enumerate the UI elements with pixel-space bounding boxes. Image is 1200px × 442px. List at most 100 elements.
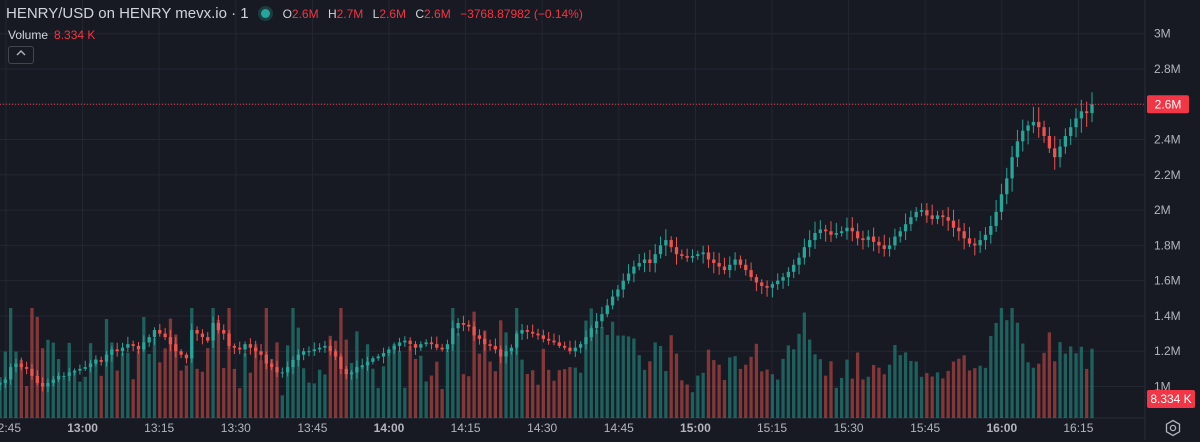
volume-bar (392, 344, 396, 418)
candle-body (456, 322, 460, 329)
volume-bar (248, 372, 253, 418)
candle-body (594, 321, 599, 329)
volume-bar (925, 373, 929, 418)
candle-body (1047, 136, 1052, 149)
time-tick-label: 15:00 (680, 421, 711, 435)
candle-body (35, 375, 39, 383)
price-tick-label: 1.6M (1154, 274, 1181, 288)
volume-bar (658, 345, 663, 418)
volume-bar (472, 311, 476, 418)
volume-bar (0, 377, 2, 418)
candle-body (696, 254, 700, 256)
candle-body (1021, 130, 1025, 142)
volume-bar (919, 376, 924, 418)
volume-bar (621, 335, 625, 418)
volume-bar (616, 335, 620, 418)
candle-body (94, 360, 98, 364)
settings-button[interactable] (1164, 419, 1182, 437)
candle-body (301, 351, 306, 355)
candle-body (216, 322, 221, 331)
candle-body (935, 215, 940, 219)
ohlc-readout: O2.6M H2.7M L2.6M C2.6M −3768.87982 (−0.… (283, 7, 589, 21)
volume-bar (163, 348, 167, 418)
candle-body (99, 360, 103, 362)
candle-body (898, 231, 902, 237)
candle-body (701, 252, 705, 255)
candle-body (547, 338, 551, 341)
volume-bar (594, 329, 599, 418)
candle-body (531, 331, 535, 334)
candle-body (461, 322, 466, 325)
volume-bar (994, 322, 998, 418)
candle-body (1026, 125, 1030, 131)
candle-body (360, 365, 364, 368)
volume-bar (760, 371, 764, 418)
symbol-title[interactable]: HENRY/USD on HENRY mevx.io · 1 (6, 5, 249, 22)
candle-body (381, 352, 386, 357)
candle-body (717, 263, 721, 267)
candle-body (882, 245, 886, 249)
candle-body (605, 305, 609, 315)
volume-bar (728, 357, 732, 418)
candle-body (919, 210, 924, 212)
candle-body (839, 231, 844, 234)
volume-bar (765, 369, 769, 418)
volume-bar (946, 370, 950, 418)
volume-bar (429, 375, 434, 418)
candle-body (158, 330, 162, 334)
volume-bar (637, 355, 641, 418)
candle-body (637, 263, 641, 267)
candle-body (227, 333, 231, 346)
volume-bar (78, 381, 82, 418)
candle-body (275, 367, 279, 373)
candle-body (104, 354, 109, 362)
volume-bar (536, 384, 540, 418)
volume-bar (238, 388, 242, 418)
volume-bar (744, 364, 748, 418)
volume-bar (62, 377, 66, 418)
collapse-legend-button[interactable] (8, 46, 34, 64)
candle-body (78, 368, 82, 371)
volume-bar (552, 380, 556, 418)
time-tick-label: 14:45 (604, 421, 634, 435)
candle-body (893, 236, 897, 246)
candle-body (914, 211, 918, 218)
volume-bar (9, 308, 13, 418)
candle-body (270, 363, 274, 368)
volume-bar (1021, 343, 1025, 418)
candle-body (557, 342, 561, 346)
candle-body (419, 344, 423, 348)
candle-body (792, 264, 796, 272)
candle-body (445, 344, 450, 350)
candle-body (504, 351, 508, 357)
volume-bar (712, 360, 716, 418)
volume-bar (1085, 368, 1089, 418)
candle-body (232, 345, 237, 348)
candle-body (728, 264, 732, 271)
candle-body (520, 330, 524, 334)
volume-bar (435, 361, 439, 418)
candle-body (855, 231, 860, 239)
volume-bar (834, 387, 838, 418)
chart-header: HENRY/USD on HENRY mevx.io · 1 O2.6M H2.… (6, 5, 589, 22)
candle-body (1053, 148, 1057, 158)
volume-bar (83, 376, 87, 418)
candle-body (999, 194, 1004, 212)
volume-bar (754, 343, 759, 418)
candle-body (168, 337, 173, 345)
candle-body (142, 342, 146, 350)
candle-body (403, 340, 407, 343)
candle-body (616, 289, 620, 297)
candle-body (3, 379, 7, 383)
volume-bar (520, 359, 524, 418)
volume-bar (674, 353, 679, 418)
candle-body (962, 231, 966, 239)
candle-body (989, 225, 993, 235)
candle-body (845, 227, 849, 232)
candle-body (349, 372, 354, 375)
volume-bar (962, 355, 966, 418)
volume-bar (1010, 308, 1014, 418)
volume-bar (147, 353, 151, 418)
candle-body (46, 382, 50, 387)
